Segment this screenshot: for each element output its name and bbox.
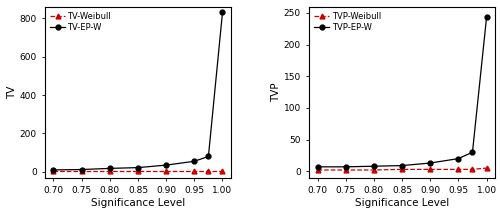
TVP-EP-W [399, 164, 405, 167]
TV-Weibull [206, 170, 212, 172]
TV-EP-W [107, 167, 113, 170]
Line: TVP-Weibull: TVP-Weibull [315, 166, 489, 172]
TV-EP-W [135, 166, 141, 169]
TV-EP-W [220, 11, 226, 14]
Y-axis label: TVP: TVP [270, 82, 280, 102]
TV-EP-W [206, 155, 212, 158]
TV-Weibull [107, 170, 113, 172]
TVP-EP-W [470, 151, 476, 154]
TVP-EP-W [427, 162, 433, 164]
TVP-Weibull [427, 168, 433, 171]
TVP-Weibull [399, 168, 405, 171]
TVP-EP-W [314, 166, 320, 168]
X-axis label: Significance Level: Significance Level [355, 198, 449, 208]
TVP-Weibull [314, 169, 320, 171]
TVP-EP-W [456, 157, 462, 160]
TV-EP-W [50, 168, 56, 171]
TVP-Weibull [342, 169, 348, 171]
Line: TV-Weibull: TV-Weibull [51, 168, 225, 173]
Line: TV-EP-W: TV-EP-W [51, 10, 225, 172]
TVP-EP-W [342, 166, 348, 168]
TV-EP-W [163, 164, 169, 166]
TV-Weibull [192, 170, 198, 172]
TV-Weibull [220, 170, 226, 172]
TV-Weibull [163, 170, 169, 172]
Y-axis label: TV: TV [6, 85, 16, 99]
TVP-EP-W [484, 16, 490, 19]
TVP-Weibull [371, 169, 377, 171]
TV-Weibull [50, 170, 56, 172]
X-axis label: Significance Level: Significance Level [91, 198, 185, 208]
TV-Weibull [78, 170, 84, 172]
TV-EP-W [78, 168, 84, 171]
TV-Weibull [135, 170, 141, 172]
Legend: TV-Weibull, TV-EP-W: TV-Weibull, TV-EP-W [49, 11, 112, 33]
TVP-Weibull [484, 167, 490, 169]
TVP-EP-W [371, 165, 377, 168]
Legend: TVP-Weibull, TVP-EP-W: TVP-Weibull, TVP-EP-W [313, 11, 382, 33]
TVP-Weibull [456, 168, 462, 171]
Line: TVP-EP-W: TVP-EP-W [315, 15, 489, 169]
TVP-Weibull [470, 168, 476, 171]
TV-EP-W [192, 160, 198, 163]
